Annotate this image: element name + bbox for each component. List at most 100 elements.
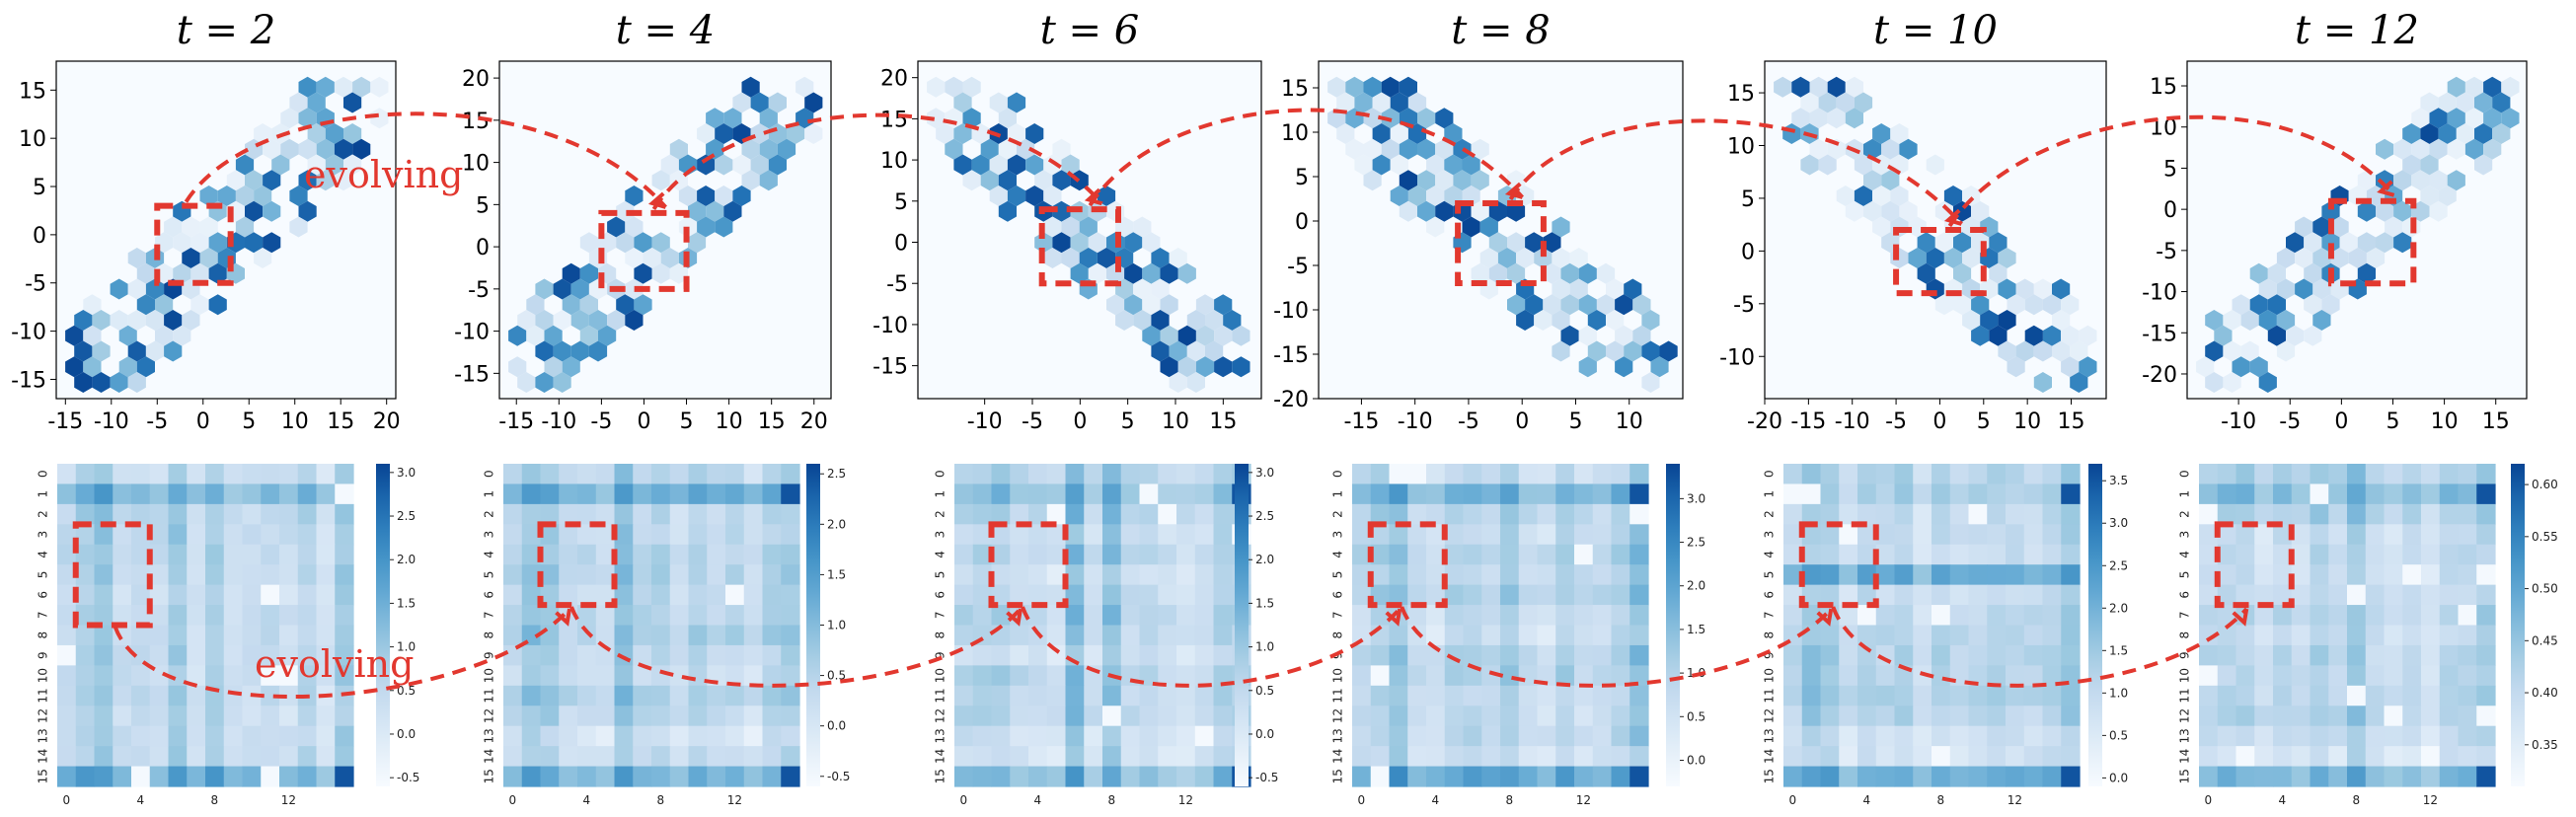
heatmap-cell <box>131 524 151 546</box>
hexbin-cell <box>553 278 571 300</box>
heatmap-cell <box>2439 706 2460 727</box>
hexbin-cell <box>352 76 371 98</box>
heatmap-cell <box>261 766 280 787</box>
evolving-arc-top <box>184 111 667 209</box>
hexbin-cell <box>182 216 200 238</box>
heatmap-cell <box>1968 706 1988 727</box>
hexbin-cell <box>1587 340 1606 362</box>
hexbin-cell <box>1061 216 1080 238</box>
heatmap-cell <box>1139 665 1159 687</box>
heatmap-cell <box>2310 706 2329 727</box>
heatmap-cell <box>1389 685 1408 706</box>
heatmap-cell <box>1537 524 1556 546</box>
heatmap-cell <box>187 584 206 606</box>
heatmap-cell <box>725 524 745 546</box>
heatmap-cell <box>2042 644 2062 666</box>
heatmap-cell <box>57 746 77 768</box>
colorbar-tick-label: -0.5 <box>1255 771 1278 784</box>
hexbin-cell <box>651 232 670 254</box>
heatmap-cell <box>2421 685 2441 706</box>
heatmap-cell <box>1426 665 1446 687</box>
heatmap-cell <box>595 766 616 787</box>
heatmap-cell <box>2402 524 2422 546</box>
heatmap-cell <box>633 544 652 565</box>
heatmap-cell <box>2365 483 2386 505</box>
x-tick-label: 0 <box>196 409 210 434</box>
heatmap-cell <box>1463 544 1482 565</box>
heatmap-cell <box>2235 706 2255 727</box>
x-tick-label: 10 <box>2431 409 2459 434</box>
heatmap-cell <box>2273 605 2293 627</box>
hexbin-cell <box>1641 340 1660 362</box>
heatmap-cell <box>75 706 96 727</box>
x-tick-label: -10 <box>2221 409 2256 434</box>
hexbin-cell <box>787 123 805 144</box>
heatmap-cell <box>1444 584 1465 606</box>
heatmap-cell <box>113 503 132 525</box>
heatmap-cell <box>2006 746 2025 768</box>
heatmap-cell <box>633 766 652 787</box>
heatmap-cell <box>168 483 188 505</box>
heatmap-cell <box>2006 725 2025 747</box>
hexbin-cell <box>1497 248 1517 268</box>
heatmap-cell <box>1407 746 1427 768</box>
colorbar-tick-label: 2.0 <box>1255 553 1274 566</box>
heatmap-cell <box>1102 524 1122 546</box>
heatmap-cell <box>1176 605 1196 627</box>
heatmap-cell <box>75 625 96 646</box>
heatmap-cell <box>2439 605 2460 627</box>
heatmap-cell <box>1370 524 1391 546</box>
heatmap-cell <box>669 665 690 687</box>
hexbin-cell <box>1426 154 1445 176</box>
hexbin-cell <box>325 154 343 176</box>
hexbin-cell <box>199 186 218 206</box>
heatmap-cell <box>1010 685 1029 706</box>
heatmap-cell <box>1932 665 1951 687</box>
heatmap-cell <box>2310 725 2329 747</box>
heatmap-cell <box>1102 706 1122 727</box>
heatmap-cell <box>2061 605 2081 627</box>
heatmap-cell <box>614 584 634 606</box>
heatmap-cell <box>1894 464 1914 485</box>
heatmap-cell <box>1537 644 1556 666</box>
heatmap-cell <box>540 644 560 666</box>
row-tick-label: 3 <box>37 531 50 539</box>
heatmap-cell <box>1213 584 1233 606</box>
heatmap-cell <box>1352 665 1372 687</box>
heatmap-cell <box>335 766 354 787</box>
hexbin-cell <box>1525 294 1544 316</box>
y-tick-label: 10 <box>1727 135 1755 160</box>
heatmap-cell <box>1913 685 1932 706</box>
colorbar <box>1666 464 1680 786</box>
heatmap-cell <box>57 725 77 747</box>
heatmap-cell <box>1592 584 1613 606</box>
hexbin-cell <box>535 340 554 362</box>
heatmap-cell <box>1894 644 1914 666</box>
heatmap-cell <box>1010 564 1029 586</box>
heatmap-cell <box>972 544 993 565</box>
heatmap-cell <box>57 564 77 586</box>
heatmap-cell <box>614 685 634 706</box>
heatmap-cell <box>168 524 188 546</box>
heatmap-cell <box>1352 584 1372 606</box>
hexbin-cell <box>1587 310 1606 331</box>
hexbin-cell <box>1336 123 1355 144</box>
heatmap-cell <box>1028 564 1048 586</box>
x-tick-label: 20 <box>373 409 401 434</box>
heatmap-cell <box>1987 483 2007 505</box>
heatmap-cell <box>1176 584 1196 606</box>
heatmap-cell <box>1463 725 1482 747</box>
hexbin-cell <box>1214 294 1233 316</box>
heatmap-cell <box>1518 464 1539 485</box>
heatmap-cell <box>1352 625 1372 646</box>
heatmap-cell <box>954 584 974 606</box>
row-tick-label: 8 <box>37 631 50 639</box>
hexbin-cell <box>688 200 707 222</box>
heatmap-cell <box>1932 564 1951 586</box>
hexbin-cell <box>1043 248 1062 268</box>
heatmap-cell <box>1158 605 1177 627</box>
heatmap-cell <box>762 503 782 525</box>
row-tick-label: 1 <box>934 490 947 498</box>
hexbin-cell <box>263 138 281 160</box>
